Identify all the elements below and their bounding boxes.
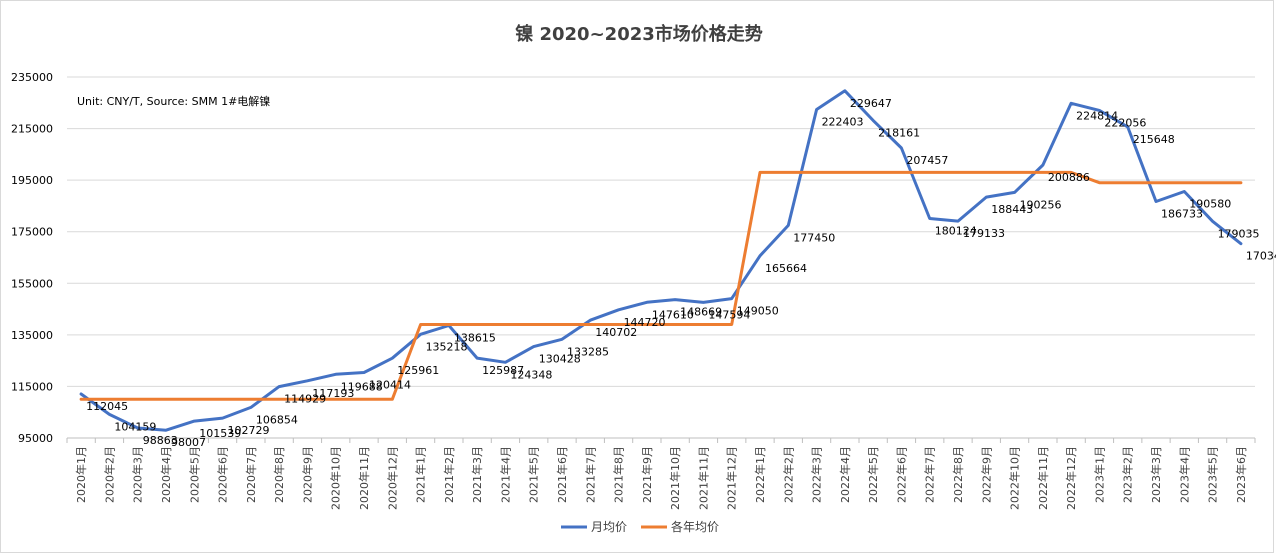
data-label: 179035: [1218, 227, 1260, 240]
x-tick-label: 2021年1月: [414, 446, 428, 503]
series-line-monthly: [81, 91, 1241, 430]
y-tick-label: 95000: [18, 432, 53, 445]
x-tick-label: 2020年1月: [74, 446, 88, 503]
data-label: 124348: [510, 368, 552, 381]
data-label: 218161: [878, 126, 920, 139]
x-tick-label: 2023年5月: [1206, 446, 1220, 503]
data-label: 106854: [256, 413, 298, 426]
x-tick-label: 2022年12月: [1064, 446, 1078, 510]
x-tick-label: 2021年7月: [583, 446, 597, 503]
x-tick-label: 2020年12月: [385, 446, 399, 510]
x-tick-label: 2021年12月: [725, 446, 739, 510]
data-label: 120414: [369, 378, 411, 391]
x-tick-label: 2022年3月: [810, 446, 824, 503]
x-tick-label: 2022年1月: [753, 446, 767, 503]
x-tick-label: 2022年10月: [1008, 446, 1022, 510]
x-tick-label: 2021年5月: [527, 446, 541, 503]
series-line-yearly: [81, 172, 1241, 399]
x-tick-label: 2022年4月: [838, 446, 852, 503]
y-tick-label: 135000: [11, 329, 53, 342]
chart-title: 镍 2020~2023市场价格走势: [515, 23, 763, 45]
legend-item-monthly[interactable]: 月均价: [561, 520, 627, 534]
x-tick-label: 2023年3月: [1149, 446, 1163, 503]
x-tick-label: 2020年4月: [159, 446, 173, 503]
x-tick-label: 2021年4月: [498, 446, 512, 503]
data-label: 133285: [567, 345, 609, 358]
x-tick-label: 2020年9月: [300, 446, 314, 503]
x-tick-label: 2021年8月: [612, 446, 626, 503]
data-label: 149050: [737, 305, 779, 318]
data-label: 125961: [397, 364, 439, 377]
data-label: 215648: [1133, 133, 1175, 146]
x-tick-label: 2022年8月: [951, 446, 965, 503]
data-label: 207457: [906, 154, 948, 167]
x-tick-label: 2023年2月: [1121, 446, 1135, 503]
legend-label: 各年均价: [671, 519, 719, 534]
data-label: 222403: [822, 115, 864, 128]
x-tick-label: 2021年10月: [668, 446, 682, 510]
y-tick-label: 155000: [11, 277, 53, 290]
x-tick-label: 2022年9月: [979, 446, 993, 503]
x-tick-label: 2020年5月: [187, 446, 201, 503]
x-tick-label: 2022年6月: [894, 446, 908, 503]
x-tick-label: 2021年9月: [640, 446, 654, 503]
data-label: 112045: [86, 400, 128, 413]
data-label: 165664: [765, 262, 807, 275]
x-tick-label: 2023年6月: [1234, 446, 1248, 503]
x-tick-label: 2020年7月: [244, 446, 258, 503]
data-label: 190580: [1189, 198, 1231, 211]
x-tick-label: 2020年2月: [102, 446, 116, 503]
x-tick-label: 2020年8月: [272, 446, 286, 503]
x-tick-label: 2022年11月: [1036, 446, 1050, 510]
x-tick-label: 2023年4月: [1177, 446, 1191, 503]
data-label: 229647: [850, 97, 892, 110]
data-label: 170343: [1246, 250, 1276, 263]
x-tick-label: 2022年5月: [866, 446, 880, 503]
data-label: 200886: [1048, 171, 1090, 184]
y-tick-label: 235000: [11, 71, 53, 84]
data-label: 190256: [1020, 198, 1062, 211]
x-tick-label: 2021年6月: [555, 446, 569, 503]
x-tick-label: 2020年11月: [357, 446, 371, 510]
data-label: 179133: [963, 227, 1005, 240]
x-tick-label: 2021年11月: [696, 446, 710, 510]
chart-note: Unit: CNY/T, Source: SMM 1#电解镍: [77, 94, 270, 108]
y-tick-label: 175000: [11, 226, 53, 239]
y-tick-label: 195000: [11, 174, 53, 187]
data-label: 222056: [1104, 116, 1146, 129]
y-tick-label: 215000: [11, 123, 53, 136]
data-label: 104159: [114, 420, 156, 433]
x-tick-label: 2023年1月: [1092, 446, 1106, 503]
legend-label: 月均价: [591, 520, 627, 534]
x-tick-label: 2020年6月: [216, 446, 230, 503]
data-label: 138615: [454, 332, 496, 345]
legend-item-yearly[interactable]: 各年均价: [641, 519, 719, 534]
x-tick-label: 2022年7月: [923, 446, 937, 503]
x-tick-label: 2021年3月: [470, 446, 484, 503]
y-tick-label: 115000: [11, 380, 53, 393]
x-tick-label: 2022年2月: [781, 446, 795, 503]
data-label: 177450: [793, 231, 835, 244]
x-tick-label: 2020年10月: [329, 446, 343, 510]
x-tick-label: 2021年2月: [442, 446, 456, 503]
x-tick-label: 2020年3月: [131, 446, 145, 503]
